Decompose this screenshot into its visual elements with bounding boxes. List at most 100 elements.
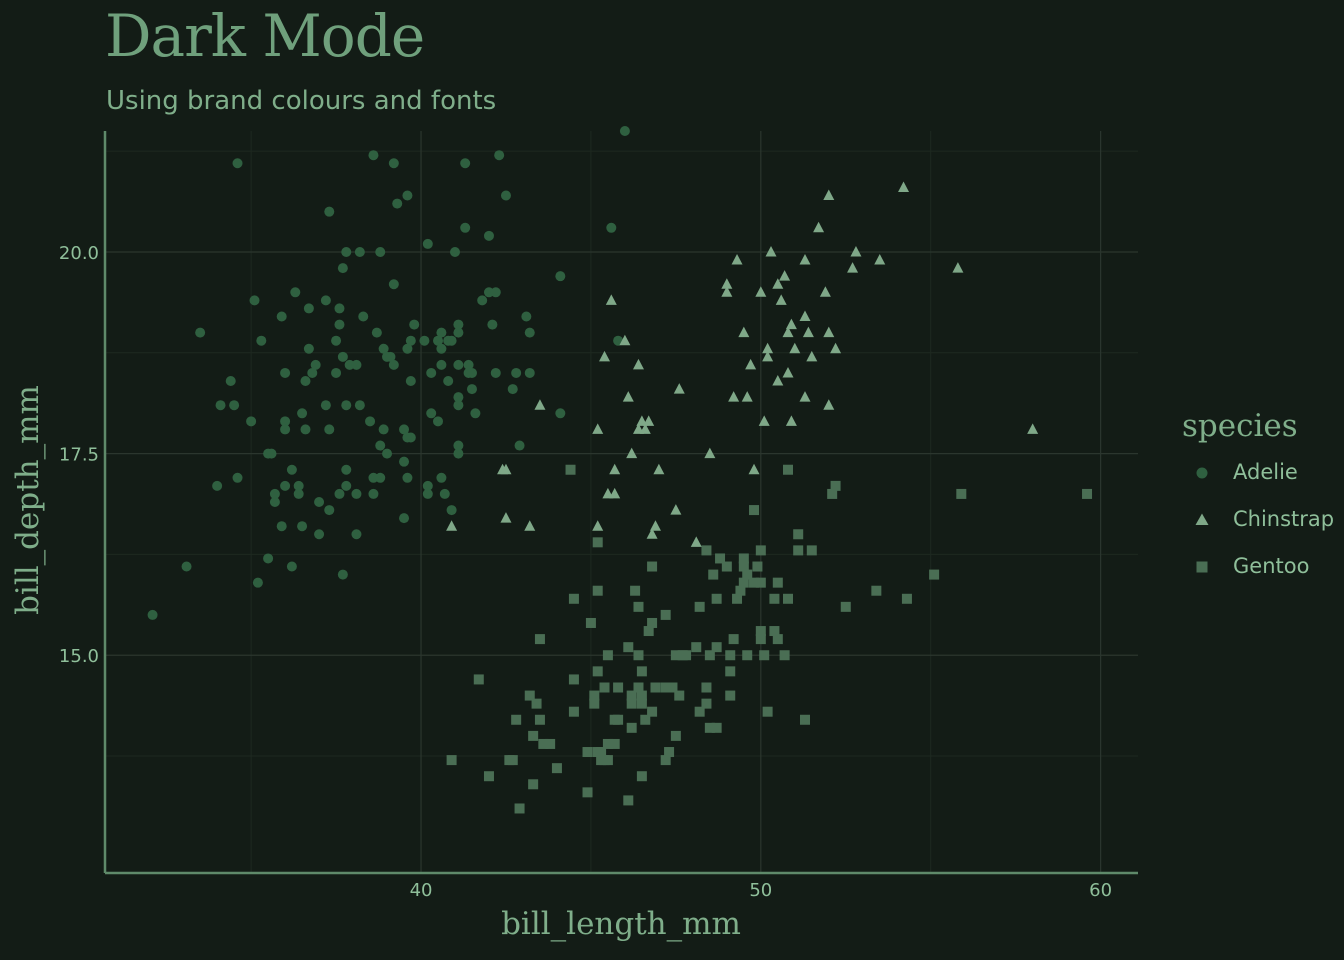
point-chinstrap xyxy=(741,391,753,402)
point-adelie xyxy=(463,359,474,370)
point-gentoo xyxy=(623,795,634,806)
point-gentoo xyxy=(633,682,644,693)
point-chinstrap xyxy=(534,399,546,410)
point-gentoo xyxy=(725,650,736,661)
x-tick-label: 50 xyxy=(749,880,772,901)
point-gentoo xyxy=(742,650,753,661)
point-chinstrap xyxy=(592,423,604,434)
legend-label-chinstrap: Chinstrap xyxy=(1233,507,1335,531)
point-adelie xyxy=(466,384,477,395)
point-gentoo xyxy=(602,650,613,661)
point-gentoo xyxy=(568,706,579,717)
point-gentoo xyxy=(901,593,912,604)
point-gentoo xyxy=(585,617,596,628)
point-gentoo xyxy=(613,682,624,693)
point-chinstrap xyxy=(785,318,797,330)
point-chinstrap xyxy=(782,366,794,378)
point-adelie xyxy=(324,424,335,435)
point-adelie xyxy=(232,158,243,169)
point-gentoo xyxy=(602,755,613,766)
point-adelie xyxy=(341,480,352,491)
point-adelie xyxy=(460,222,471,233)
point-chinstrap xyxy=(823,326,835,338)
point-chinstrap xyxy=(599,350,611,362)
point-adelie xyxy=(477,295,488,306)
point-gentoo xyxy=(640,714,651,725)
point-chinstrap xyxy=(728,391,740,402)
point-gentoo xyxy=(589,698,600,709)
point-adelie xyxy=(500,190,511,201)
point-chinstrap xyxy=(673,383,685,394)
point-gentoo xyxy=(626,698,637,709)
point-adelie xyxy=(266,448,277,459)
point-chinstrap xyxy=(646,528,658,539)
point-adelie xyxy=(310,359,321,370)
y-axis-label: bill_depth_mm xyxy=(10,385,46,615)
point-gentoo xyxy=(755,545,766,556)
point-adelie xyxy=(405,432,416,443)
point-adelie xyxy=(290,287,301,298)
point-adelie xyxy=(256,335,267,346)
point-chinstrap xyxy=(762,350,774,362)
point-adelie xyxy=(280,416,291,427)
point-gentoo xyxy=(670,730,681,741)
point-chinstrap xyxy=(850,245,862,257)
point-gentoo xyxy=(545,738,556,749)
point-adelie xyxy=(453,400,464,411)
point-gentoo xyxy=(772,634,783,645)
point-gentoo xyxy=(633,650,644,661)
legend-label-gentoo: Gentoo xyxy=(1233,554,1310,578)
point-gentoo xyxy=(749,505,760,516)
point-gentoo xyxy=(596,747,607,758)
point-adelie xyxy=(460,158,471,169)
point-chinstrap xyxy=(500,512,512,523)
point-adelie xyxy=(511,367,522,378)
point-chinstrap xyxy=(639,423,651,434)
point-adelie xyxy=(385,351,396,362)
point-adelie xyxy=(303,303,314,314)
point-chinstrap xyxy=(745,358,757,370)
point-gentoo xyxy=(711,722,722,733)
point-gentoo xyxy=(871,585,882,596)
point-adelie xyxy=(490,287,501,298)
legend-key-circle-icon xyxy=(1196,467,1208,479)
point-adelie xyxy=(263,553,274,564)
point-gentoo xyxy=(725,690,736,701)
point-gentoo xyxy=(647,706,658,717)
y-tick-label: 20.0 xyxy=(59,243,99,264)
point-chinstrap xyxy=(690,536,702,547)
chart-title: Dark Mode xyxy=(105,2,425,70)
point-chinstrap xyxy=(775,294,787,305)
point-chinstrap xyxy=(819,286,831,297)
point-chinstrap xyxy=(524,520,536,531)
point-adelie xyxy=(436,343,447,354)
tick-labels: 40 50 60 15.0 17.5 20.0 xyxy=(59,243,1112,901)
point-gentoo xyxy=(738,553,749,564)
point-adelie xyxy=(232,472,243,483)
point-chinstrap xyxy=(874,254,886,265)
point-adelie xyxy=(507,384,518,395)
point-adelie xyxy=(331,367,342,378)
point-adelie xyxy=(293,480,304,491)
point-adelie xyxy=(436,327,447,338)
point-chinstrap xyxy=(632,358,644,370)
point-gentoo xyxy=(650,682,661,693)
point-gentoo xyxy=(755,634,766,645)
point-gentoo xyxy=(704,650,715,661)
point-adelie xyxy=(324,505,335,516)
point-chinstrap xyxy=(609,487,621,499)
point-gentoo xyxy=(534,714,545,725)
point-gentoo xyxy=(602,738,613,749)
point-adelie xyxy=(453,319,464,330)
point-gentoo xyxy=(701,698,712,709)
point-gentoo xyxy=(633,601,644,612)
point-gentoo xyxy=(769,593,780,604)
point-chinstrap xyxy=(643,415,655,426)
point-adelie xyxy=(371,327,382,338)
point-adelie xyxy=(483,230,494,241)
point-adelie xyxy=(524,327,535,338)
point-gentoo xyxy=(511,714,522,725)
point-adelie xyxy=(378,343,389,354)
point-adelie xyxy=(341,464,352,475)
point-gentoo xyxy=(670,650,681,661)
